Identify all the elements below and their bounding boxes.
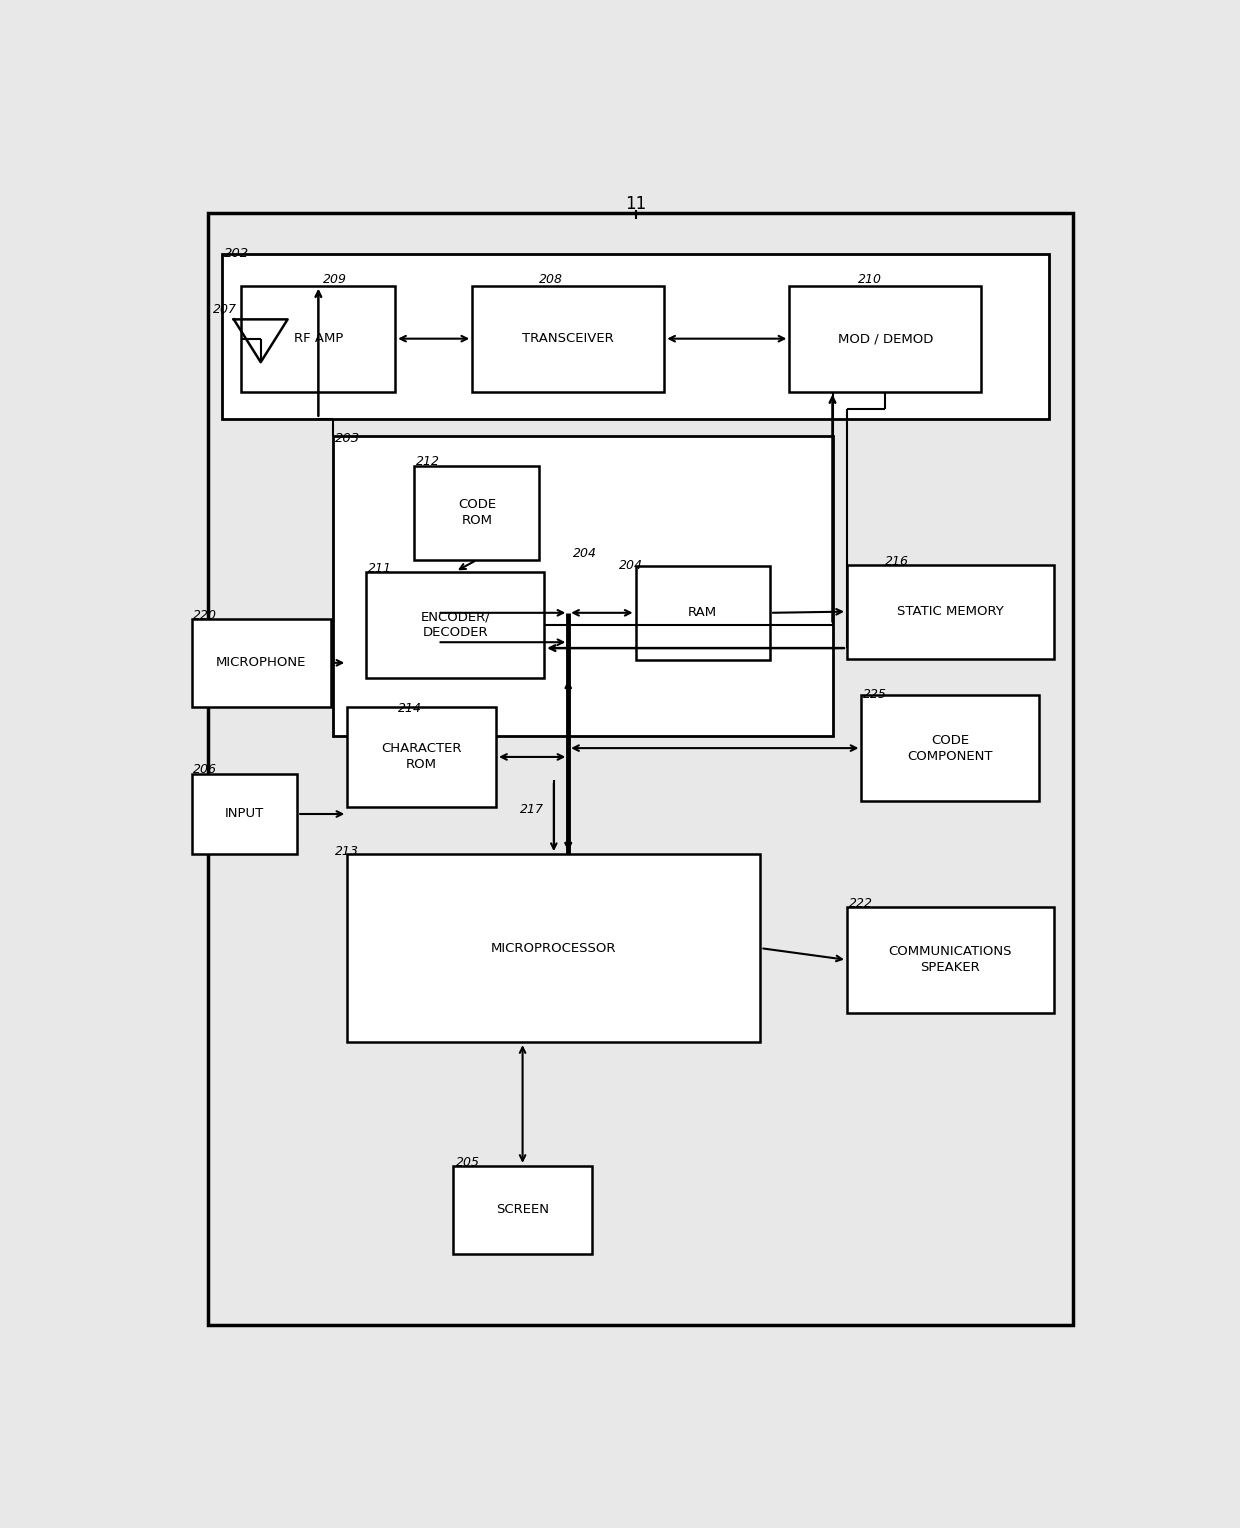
Text: SCREEN: SCREEN — [496, 1204, 549, 1216]
Text: CHARACTER
ROM: CHARACTER ROM — [382, 743, 463, 772]
Text: RF AMP: RF AMP — [294, 332, 343, 345]
Text: 11: 11 — [625, 196, 646, 212]
Bar — [414, 466, 539, 559]
Text: RAM: RAM — [688, 607, 717, 619]
Text: MOD / DEMOD: MOD / DEMOD — [838, 332, 932, 345]
Text: 214: 214 — [398, 703, 422, 715]
Bar — [332, 437, 832, 736]
Bar — [347, 707, 496, 807]
Text: 211: 211 — [368, 562, 392, 575]
Bar — [789, 286, 982, 391]
Bar — [367, 571, 544, 677]
Bar — [453, 1166, 593, 1254]
Bar — [472, 286, 665, 391]
Bar — [862, 695, 1039, 801]
Text: 204: 204 — [573, 547, 596, 559]
Text: 207: 207 — [213, 303, 237, 316]
Text: 202: 202 — [224, 248, 249, 260]
Text: 203: 203 — [335, 431, 360, 445]
Text: 206: 206 — [193, 764, 217, 776]
Text: CODE
COMPONENT: CODE COMPONENT — [908, 733, 993, 762]
Text: 216: 216 — [885, 555, 909, 568]
Text: TRANSCEIVER: TRANSCEIVER — [522, 332, 614, 345]
Bar — [347, 854, 760, 1042]
Text: 213: 213 — [335, 845, 358, 857]
Text: 204: 204 — [619, 559, 644, 571]
Bar — [191, 619, 331, 707]
Text: STATIC MEMORY: STATIC MEMORY — [897, 605, 1003, 619]
Text: CODE
ROM: CODE ROM — [458, 498, 496, 527]
Text: 217: 217 — [521, 802, 544, 816]
Bar — [222, 254, 1049, 419]
Text: INPUT: INPUT — [224, 807, 264, 821]
Bar — [242, 286, 396, 391]
Text: MICROPROCESSOR: MICROPROCESSOR — [491, 941, 616, 955]
Bar — [635, 565, 770, 660]
Text: 205: 205 — [456, 1157, 480, 1169]
Bar — [847, 908, 1054, 1013]
Bar — [191, 775, 298, 854]
Text: 208: 208 — [539, 272, 563, 286]
Text: 220: 220 — [193, 610, 217, 622]
Text: 222: 222 — [849, 897, 873, 911]
Text: 212: 212 — [417, 455, 440, 468]
Text: 225: 225 — [863, 688, 888, 701]
Text: COMMUNICATIONS
SPEAKER: COMMUNICATIONS SPEAKER — [889, 946, 1012, 975]
Text: MICROPHONE: MICROPHONE — [216, 657, 306, 669]
Text: ENCODER/
DECODER: ENCODER/ DECODER — [420, 610, 490, 639]
Text: 209: 209 — [324, 272, 347, 286]
Text: 210: 210 — [858, 272, 883, 286]
Bar — [847, 564, 1054, 659]
